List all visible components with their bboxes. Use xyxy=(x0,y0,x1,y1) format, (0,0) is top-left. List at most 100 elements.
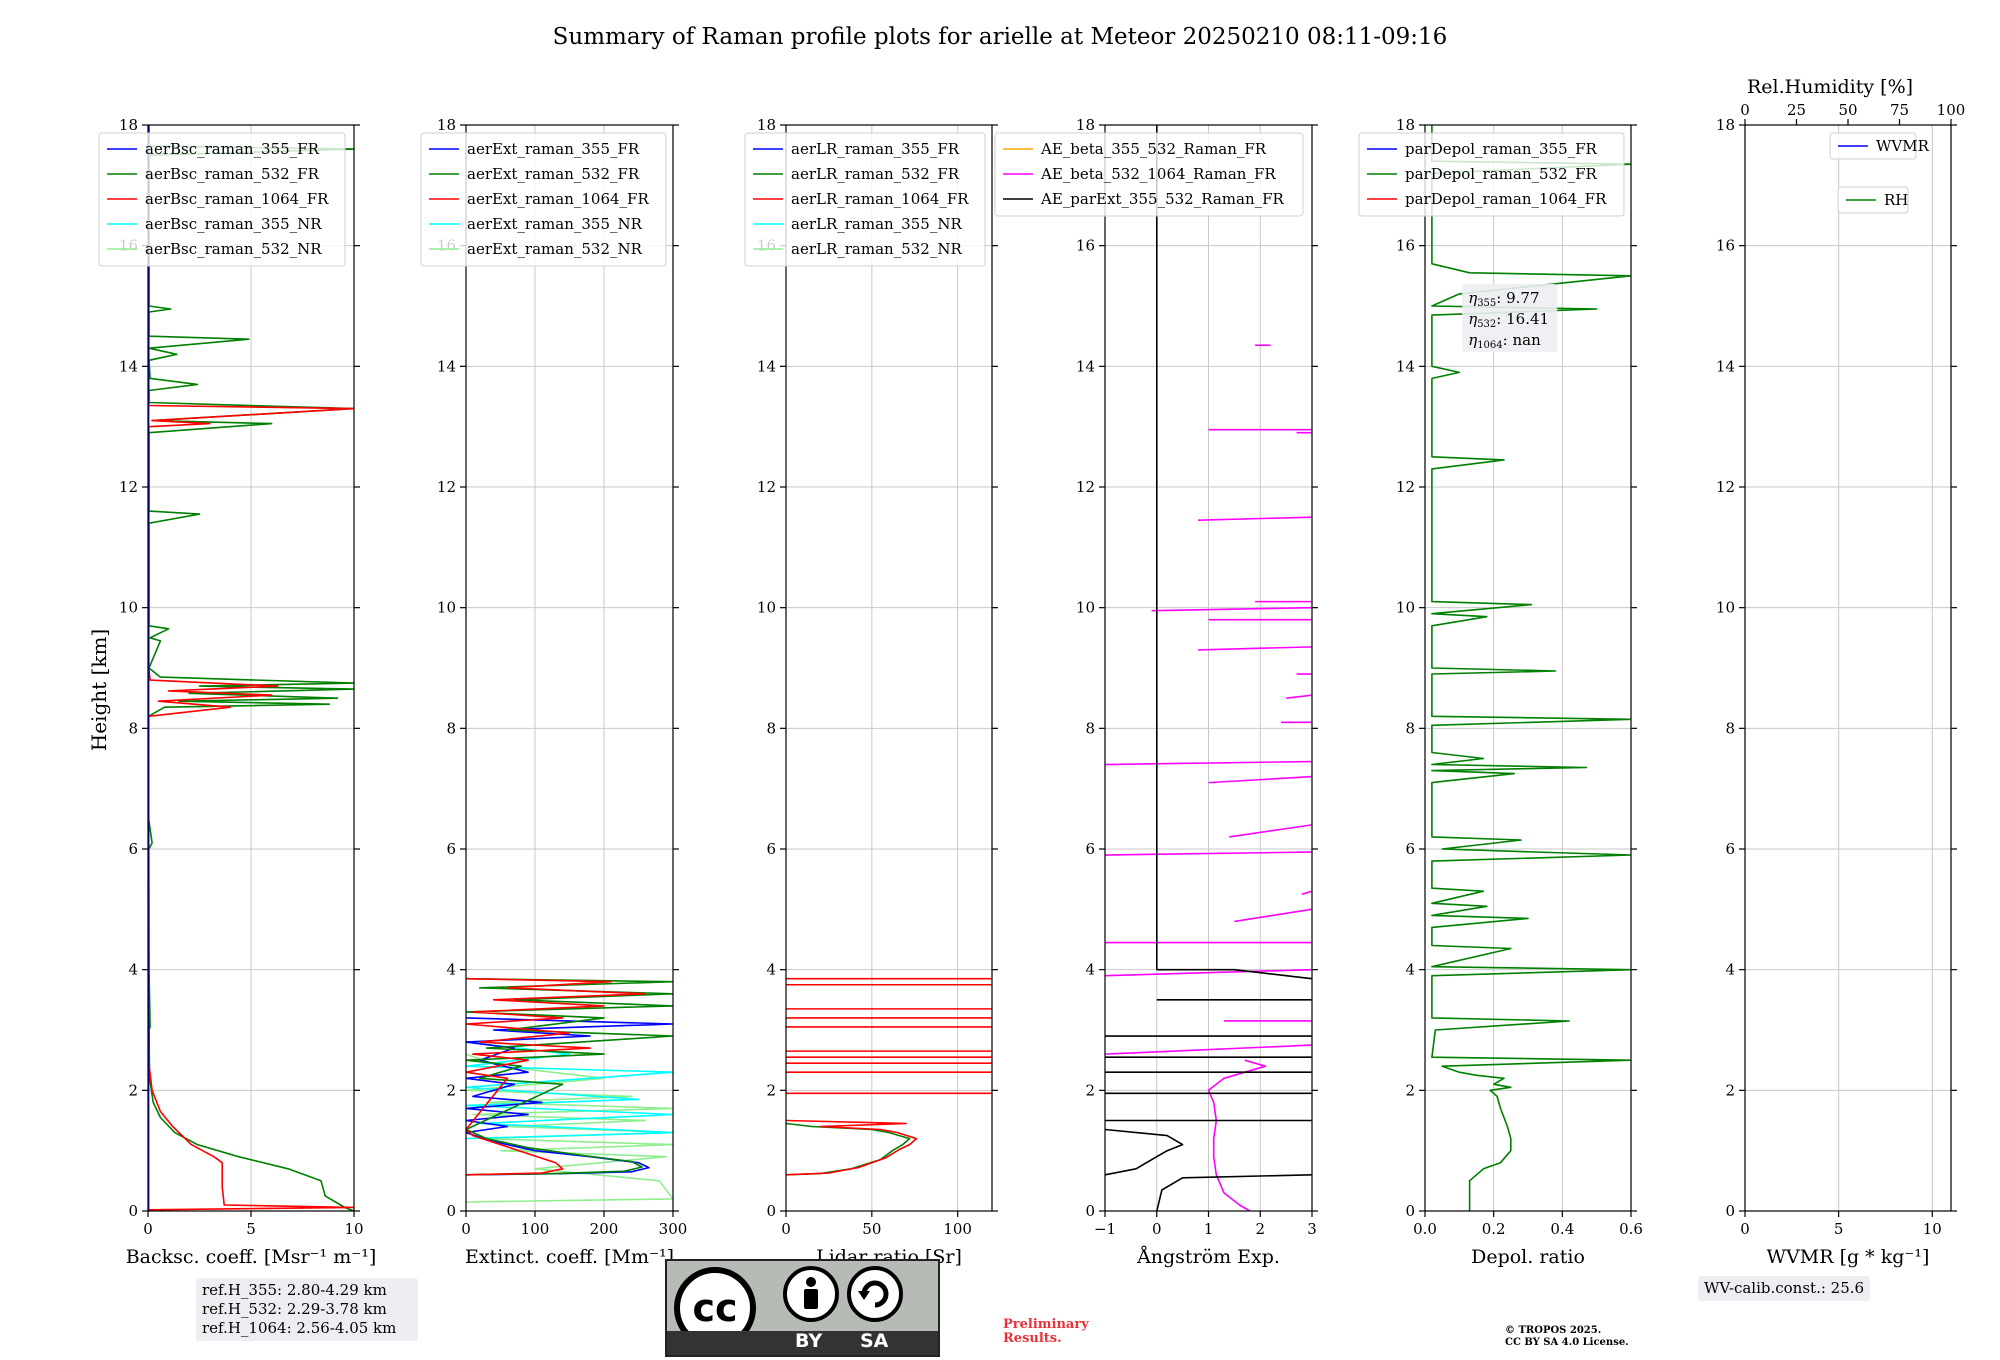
legend-entry: aerLR_raman_532_NR xyxy=(791,240,962,258)
x-tick-label: 0.2 xyxy=(1482,1220,1506,1238)
legend-entry: aerExt_raman_355_NR xyxy=(467,215,643,233)
preliminary-results-note: Preliminary Results. xyxy=(1003,1318,1089,1346)
y-tick-label: 14 xyxy=(1076,357,1095,375)
series-segment-AE_beta_532_1064_Raman_FR xyxy=(1105,1044,1312,1055)
cc-by-label: BY xyxy=(795,1330,823,1352)
x-tick-label: 5 xyxy=(1834,1220,1844,1238)
top-tick-label: 25 xyxy=(1787,101,1806,119)
y-tick-label: 6 xyxy=(1085,840,1095,858)
y-tick-label: 14 xyxy=(757,357,776,375)
y-tick-label: 8 xyxy=(1085,719,1095,737)
legend-ae: AE_beta_355_532_Raman_FR AE_beta_532_1064… xyxy=(994,132,1304,217)
y-tick-label: 12 xyxy=(119,478,138,496)
y-tick-label: 16 xyxy=(1076,237,1095,255)
x-tick-label: 10 xyxy=(344,1220,363,1238)
x-tick-label: 1 xyxy=(1204,1220,1214,1238)
x-tick-label: 300 xyxy=(659,1220,688,1238)
y-tick-label: 18 xyxy=(1716,116,1735,134)
panel-lr: 024681012141618050100Lidar ratio [Sr]aer… xyxy=(744,116,998,1268)
legend-entry: AE_beta_532_1064_Raman_FR xyxy=(1040,165,1276,183)
y-tick-label: 4 xyxy=(1405,961,1415,979)
series-aerBsc_raman_1064_FR xyxy=(148,125,354,1211)
axes-frame xyxy=(465,124,674,1212)
series-top-AE_parExt_355_532_Raman_FR xyxy=(1156,968,1312,980)
series-segment-AE_beta_532_1064_Raman_FR xyxy=(1198,646,1312,651)
y-tick-label: 8 xyxy=(128,719,138,737)
x-axis-label: Extinct. coeff. [Mm⁻¹] xyxy=(465,1246,674,1268)
top-tick-label: 0 xyxy=(1740,101,1750,119)
x-tick-label: 10 xyxy=(1923,1220,1942,1238)
panel-ext: 0246810121416180100200300Extinct. coeff.… xyxy=(420,116,688,1268)
figure-title: Summary of Raman profile plots for ariel… xyxy=(553,24,1448,50)
series-segment-AE_beta_532_1064_Raman_FR xyxy=(1151,606,1312,612)
legend-box xyxy=(1829,132,1917,160)
plot-area-bsc xyxy=(148,125,354,1211)
ref-h-532: ref.H_532: 2.29-3.78 km xyxy=(202,1300,387,1318)
series-aerExt_raman_355_FR xyxy=(466,1017,673,1176)
y-tick-label: 14 xyxy=(437,357,456,375)
y-tick-label: 10 xyxy=(119,599,138,617)
legend-entry: aerExt_raman_1064_FR xyxy=(467,190,649,208)
x-tick-label: 0.4 xyxy=(1550,1220,1574,1238)
top-axis-label: Rel.Humidity [%] xyxy=(1747,76,1913,98)
x-tick-label: 0 xyxy=(1740,1220,1750,1238)
y-tick-label: 16 xyxy=(1396,237,1415,255)
x-tick-label: 50 xyxy=(862,1220,881,1238)
series-aerExt_raman_532_FR xyxy=(466,977,673,1176)
axes-frame xyxy=(785,124,993,1212)
y-tick-label: 18 xyxy=(1396,116,1415,134)
x-tick-label: 0.6 xyxy=(1619,1220,1643,1238)
legend-entry: parDepol_raman_355_FR xyxy=(1405,140,1598,158)
y-tick-label: 0 xyxy=(446,1202,456,1220)
legend-entry: aerExt_raman_532_NR xyxy=(467,240,643,258)
legend-box xyxy=(1358,132,1625,217)
y-tick-label: 12 xyxy=(437,478,456,496)
y-tick-label: 16 xyxy=(1716,237,1735,255)
y-tick-label: 10 xyxy=(437,599,456,617)
series-segment-AE_beta_532_1064_Raman_FR xyxy=(1208,775,1312,784)
y-axis-label: Height [km] xyxy=(87,629,111,751)
x-axis-label: Ångström Exp. xyxy=(1136,1246,1280,1268)
y-tick-label: 0 xyxy=(1725,1202,1735,1220)
copyright-line-2: CC BY SA 4.0 License. xyxy=(1505,1337,1629,1348)
y-tick-label: 6 xyxy=(446,840,456,858)
x-tick-label: 100 xyxy=(521,1220,550,1238)
panel-wvmr: 0 25 50 75 100 0 2 4 6 8 10 12 14 16 18 0 5 10 WVMR [g * k… xyxy=(1716,101,1965,1268)
x-axis-label: Backsc. coeff. [Msr⁻¹ m⁻¹] xyxy=(126,1246,377,1268)
legend-entry: AE_parExt_355_532_Raman_FR xyxy=(1040,190,1285,208)
legend-entry: aerBsc_raman_1064_FR xyxy=(145,190,329,208)
y-tick-label: 6 xyxy=(766,840,776,858)
y-tick-label: 18 xyxy=(437,116,456,134)
y-tick-label: 0 xyxy=(128,1202,138,1220)
copyright-note: © TROPOS 2025. CC BY SA 4.0 License. xyxy=(1505,1325,1629,1349)
y-tick-label: 2 xyxy=(446,1081,456,1099)
x-tick-label: 0 xyxy=(781,1220,791,1238)
eta-355: η355: 9.77 xyxy=(1468,289,1539,309)
legend-entry: RH xyxy=(1884,191,1908,209)
series-segment-AE_beta_532_1064_Raman_FR xyxy=(1301,890,1312,896)
series-segment-AE_beta_532_1064_Raman_FR xyxy=(1105,968,1312,977)
series-aerExt_raman_1064_FR xyxy=(466,977,647,1176)
y-tick-label: 2 xyxy=(766,1081,776,1099)
ref-h-355: ref.H_355: 2.80-4.29 km xyxy=(202,1281,387,1299)
series-segment-AE_beta_532_1064_Raman_FR xyxy=(1234,908,1312,923)
plot-area-lr xyxy=(786,977,992,1176)
x-tick-label: 0 xyxy=(1152,1220,1162,1238)
y-tick-label: 4 xyxy=(1725,961,1735,979)
y-tick-label: 2 xyxy=(128,1081,138,1099)
y-tick-label: 2 xyxy=(1085,1081,1095,1099)
cc-license-badge: cc BY SA xyxy=(665,1259,940,1357)
y-tick-label: 14 xyxy=(1396,357,1415,375)
x-tick-label: 5 xyxy=(246,1220,256,1238)
legend-entry: aerLR_raman_1064_FR xyxy=(791,190,969,208)
y-tick-label: 10 xyxy=(1076,599,1095,617)
legend-entry: aerBsc_raman_532_NR xyxy=(145,240,322,258)
series-segment-AE_beta_532_1064_Raman_FR xyxy=(1105,760,1312,766)
y-tick-label: 12 xyxy=(1716,478,1735,496)
legend-box xyxy=(994,132,1304,217)
series-AE_beta_532_1064_Raman_FR xyxy=(1207,1059,1267,1211)
series-segment-AE_beta_532_1064_Raman_FR xyxy=(1198,516,1312,521)
cc-license-logo-icon: cc xyxy=(674,1266,903,1349)
